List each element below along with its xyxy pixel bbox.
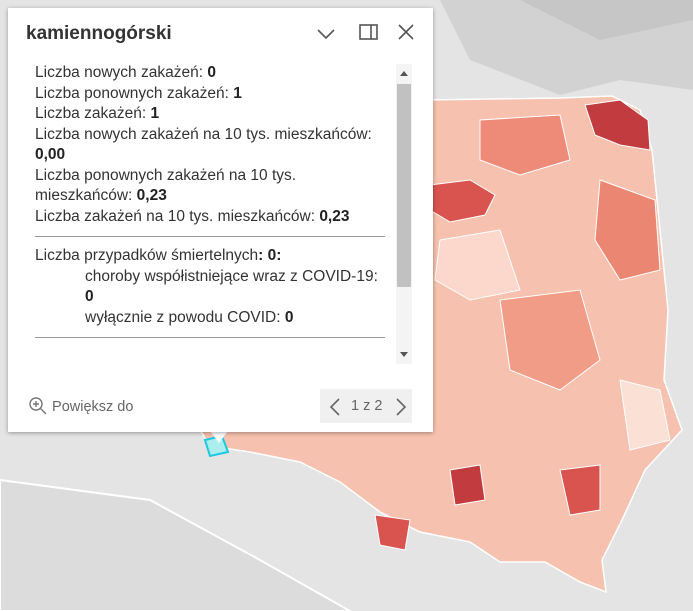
popup-pointer — [210, 431, 228, 443]
close-button[interactable] — [395, 22, 417, 44]
region — [594, 179, 661, 281]
next-button[interactable] — [394, 397, 408, 417]
zoom-label: Powiększ do — [52, 399, 134, 415]
stat-line: Liczba zakażeń: 1 — [35, 104, 385, 125]
stat-label: Liczba ponownych zakażeń: — [35, 84, 229, 102]
stat-line: Liczba zakażeń na 10 tys. mieszkańców: 0… — [35, 207, 385, 228]
region — [619, 379, 671, 451]
stat-value: 0,00 — [35, 146, 66, 163]
stat-label: Liczba zakażeń: — [35, 105, 147, 122]
popup-content: Liczba nowych zakażeń: 0 Liczba ponownych… — [35, 63, 385, 347]
prev-button[interactable] — [328, 397, 342, 417]
stat-value: 0,23 — [136, 187, 167, 204]
separator — [35, 236, 385, 237]
popup-title: kamiennogórski — [26, 23, 172, 44]
region — [449, 464, 486, 506]
collapse-button[interactable] — [315, 22, 337, 44]
stat-label: Liczba zakażeń na 10 tys. mieszkańców: — [35, 207, 315, 225]
stat-value: 0 — [85, 288, 94, 305]
stat-value: 0 — [284, 308, 294, 326]
stat-label: choroby współistniejące wraz z COVID-19: — [85, 267, 378, 285]
land — [0, 0, 693, 95]
region — [479, 114, 571, 176]
zoom-button[interactable]: Powiększ do — [28, 396, 133, 416]
pager-label: 1 z 2 — [351, 398, 383, 414]
stat-label: wyłącznie z powodu COVID: — [85, 308, 281, 326]
region — [374, 514, 411, 551]
stat-line: Liczba nowych zakażeń na 10 tys. mieszka… — [35, 125, 385, 166]
stat-value: 0 — [207, 64, 216, 81]
country — [198, 95, 683, 594]
pager: 1 z 2 — [320, 389, 412, 423]
region — [434, 229, 521, 301]
stat-line: Liczba ponownych zakażeń na 10 tys. mies… — [35, 166, 385, 207]
separator — [35, 337, 385, 338]
zoom-icon — [29, 397, 47, 415]
stat-label: Liczba ponownych zakażeń na 10 tys. mies… — [35, 166, 297, 205]
stat-value: 0,23 — [319, 207, 350, 225]
stat-line: wyłącznie z powodu COVID: 0 — [35, 308, 385, 329]
region — [559, 464, 601, 516]
region — [499, 289, 601, 391]
scroll-arrows — [400, 71, 408, 357]
stat-line: choroby współistniejące wraz z COVID-19:… — [35, 267, 385, 308]
land — [520, 0, 693, 40]
dock-button[interactable] — [358, 22, 380, 44]
stat-line: Liczba przypadków śmiertelnych: 0: — [35, 246, 385, 267]
stat-value: : 0: — [258, 247, 282, 264]
scroll-thumb[interactable] — [397, 84, 411, 287]
land — [0, 478, 353, 611]
stat-value: 1 — [150, 105, 160, 122]
stat-line: Liczba ponownych zakażeń: 1 — [35, 84, 385, 105]
stat-label: Liczba nowych zakażeń na 10 tys. mieszka… — [35, 125, 372, 143]
stat-label: Liczba nowych zakażeń: — [35, 64, 204, 81]
scrollbar[interactable] — [396, 64, 412, 364]
region — [584, 99, 651, 151]
stat-value: 1 — [233, 84, 242, 102]
stat-line: Liczba nowych zakażeń: 0 — [35, 63, 385, 84]
stat-label: Liczba przypadków śmiertelnych — [35, 247, 259, 264]
